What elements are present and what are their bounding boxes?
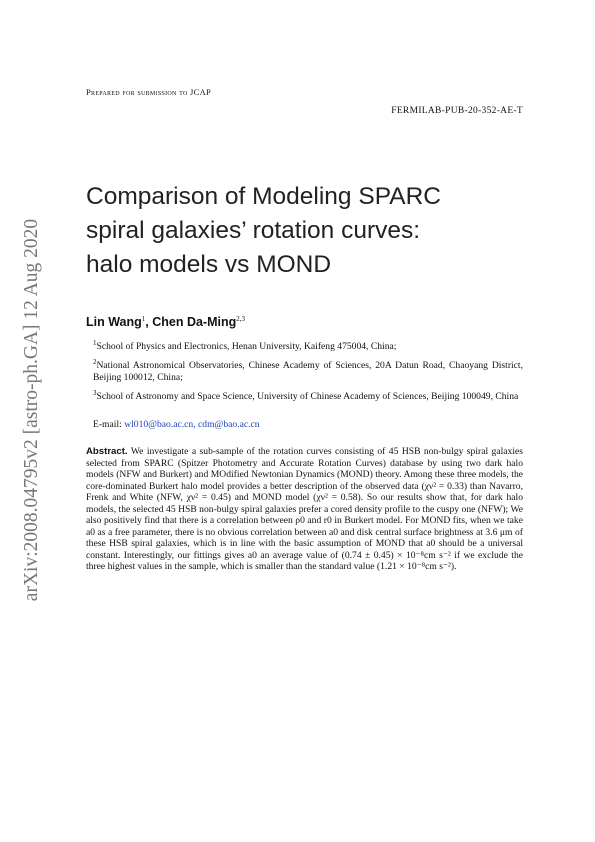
affil-mark: 2: [93, 357, 97, 366]
affil-mark: 3: [93, 388, 97, 397]
abstract: Abstract. We investigate a sub-sample of…: [86, 446, 523, 573]
author-separator: ,: [145, 315, 153, 330]
affiliation: 2National Astronomical Observatories, Ch…: [93, 356, 523, 385]
affil-text: National Astronomical Observatories, Chi…: [93, 359, 523, 384]
affiliations: 1School of Physics and Electronics, Hena…: [93, 337, 523, 406]
email: E-mail: wl010@bao.ac.cn, cdm@bao.ac.cn: [93, 419, 260, 430]
report-number: FERMILAB-PUB-20-352-AE-T: [391, 106, 523, 116]
author-name: Lin Wang: [86, 315, 142, 330]
author-name: Chen Da-Ming: [152, 315, 237, 330]
affil-text: School of Astronomy and Space Science, U…: [96, 391, 519, 403]
submission-note: Prepared for submission to JCAP: [86, 87, 212, 97]
title-line: halo models vs MOND: [86, 251, 332, 278]
arxiv-stamp: arXiv:2008.04795v2 [astro-ph.GA] 12 Aug …: [21, 218, 42, 602]
affil-mark: 1: [93, 339, 97, 347]
email-addresses[interactable]: wl010@bao.ac.cn, cdm@bao.ac.cn: [124, 419, 260, 430]
author-affil: 1: [141, 315, 146, 323]
abstract-label: Abstract.: [86, 446, 128, 457]
affil-text: School of Physics and Electronics, Henan…: [96, 341, 397, 353]
title-line: spiral galaxies’ rotation curves:: [86, 217, 421, 244]
affiliation: 1School of Physics and Electronics, Hena…: [93, 337, 523, 354]
title-line: Comparison of Modeling SPARC: [86, 183, 441, 210]
email-label: E-mail:: [93, 419, 122, 430]
affiliation: 3School of Astronomy and Space Science, …: [93, 387, 523, 404]
authors: Lin Wang1, Chen Da-Ming2,3: [86, 315, 245, 329]
abstract-text: We investigate a sub-sample of the rotat…: [86, 446, 523, 573]
author-affil: 2,3: [236, 315, 246, 323]
title: Comparison of Modeling SPARC spiral gala…: [86, 180, 441, 282]
